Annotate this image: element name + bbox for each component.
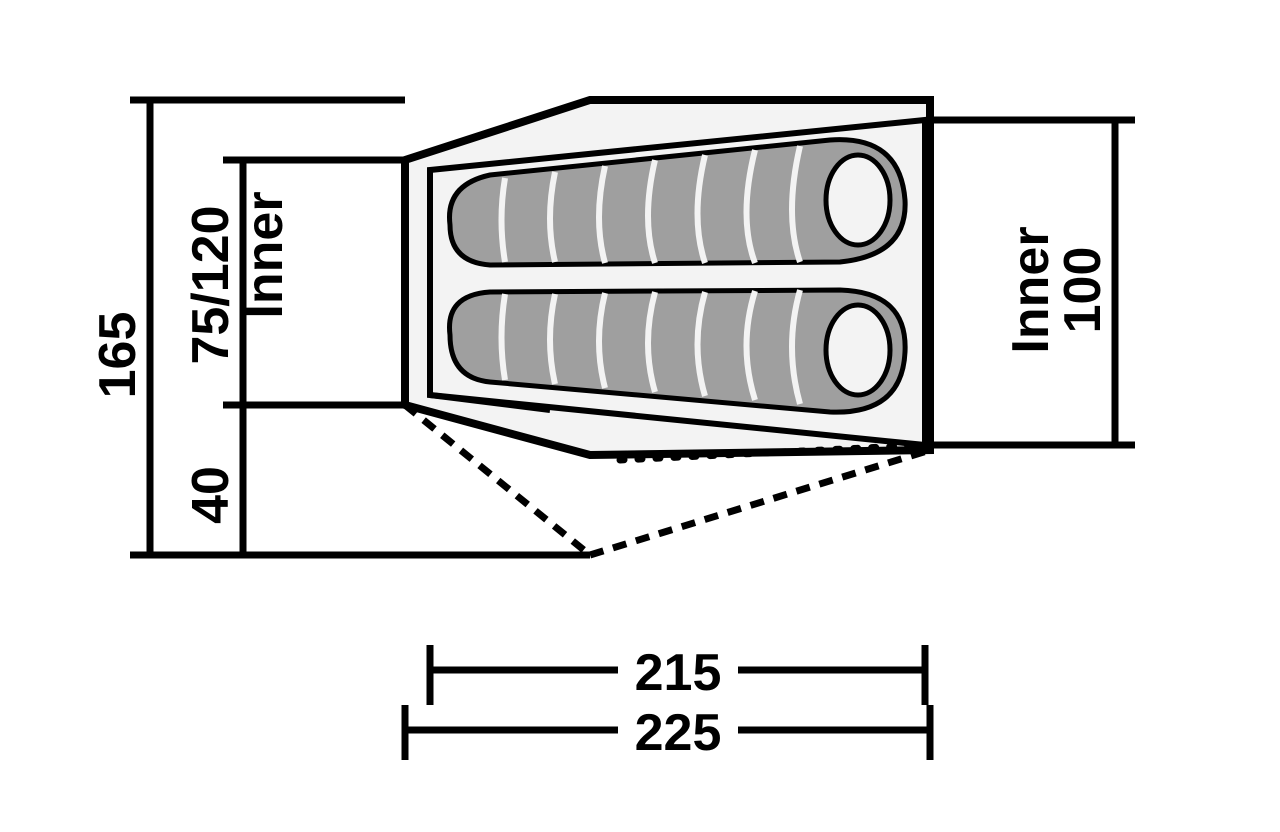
tent-floorplan-diagram: 165 40 75/120 Inner 100 Inner 215 215 22…: [0, 0, 1280, 832]
svg-text:215: 215: [635, 644, 722, 702]
dim-inner-right-value: 100: [1054, 247, 1112, 334]
vestibule-edge-2: [590, 450, 930, 555]
dim-inner-right-label: Inner: [1002, 226, 1060, 353]
dim-165-label: 165: [89, 312, 147, 399]
dim-inner-left-value: 75/120: [182, 205, 240, 364]
sleeping-bag-bottom-hood: [826, 305, 890, 395]
dim-225-label: 225: [635, 704, 722, 762]
dim-40: [223, 405, 405, 555]
sleeping-bag-top-hood: [826, 155, 890, 245]
dim-40-label: 40: [182, 466, 240, 524]
dim-inner-left-label: Inner: [236, 191, 294, 318]
